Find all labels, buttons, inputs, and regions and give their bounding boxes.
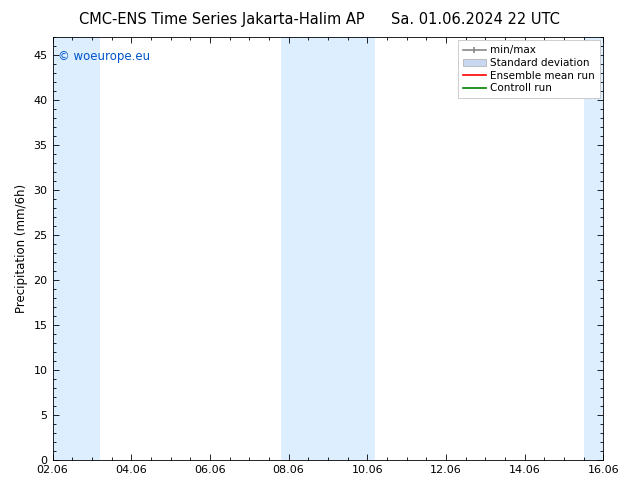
Bar <box>53 37 100 460</box>
Y-axis label: Precipitation (mm/6h): Precipitation (mm/6h) <box>15 184 28 313</box>
Text: © woeurope.eu: © woeurope.eu <box>58 50 150 63</box>
Legend: min/max, Standard deviation, Ensemble mean run, Controll run: min/max, Standard deviation, Ensemble me… <box>458 40 600 98</box>
Bar <box>281 37 375 460</box>
Text: CMC-ENS Time Series Jakarta-Halim AP: CMC-ENS Time Series Jakarta-Halim AP <box>79 12 365 27</box>
Text: Sa. 01.06.2024 22 UTC: Sa. 01.06.2024 22 UTC <box>391 12 560 27</box>
Bar <box>583 37 603 460</box>
